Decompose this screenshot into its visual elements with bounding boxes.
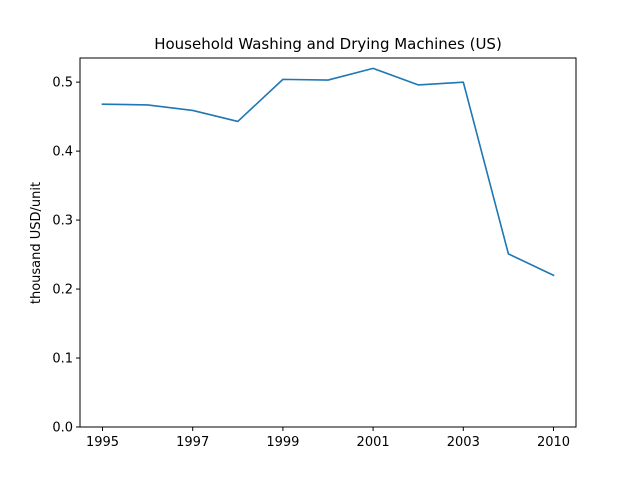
axes-frame bbox=[79, 57, 577, 428]
y-tick-label: 0.1 bbox=[52, 352, 73, 367]
plot-area: 0.0 0.1 0.2 0.3 0.4 0.5 1995 1997 1999 2001 2003 20… bbox=[52, 57, 577, 450]
chart-title: Household Washing and Drying Machines (U… bbox=[154, 35, 502, 53]
x-tick-label: 1997 bbox=[176, 435, 209, 450]
x-tick-label: 2001 bbox=[357, 435, 390, 450]
x-tick-label: 1995 bbox=[86, 435, 119, 450]
y-tick-label: 0.5 bbox=[52, 76, 73, 91]
y-tick-label: 0.3 bbox=[52, 214, 73, 229]
y-tick-label: 0.0 bbox=[52, 421, 73, 436]
series-line-0 bbox=[101, 67, 555, 277]
x-tick-label: 1999 bbox=[266, 435, 299, 450]
y-axis-label: thousand USD/unit bbox=[29, 182, 44, 304]
x-tick-label: 2010 bbox=[537, 435, 570, 450]
y-tick-label: 0.4 bbox=[52, 145, 73, 160]
y-tick-label: 0.2 bbox=[52, 283, 73, 298]
x-tick-label: 2003 bbox=[447, 435, 480, 450]
